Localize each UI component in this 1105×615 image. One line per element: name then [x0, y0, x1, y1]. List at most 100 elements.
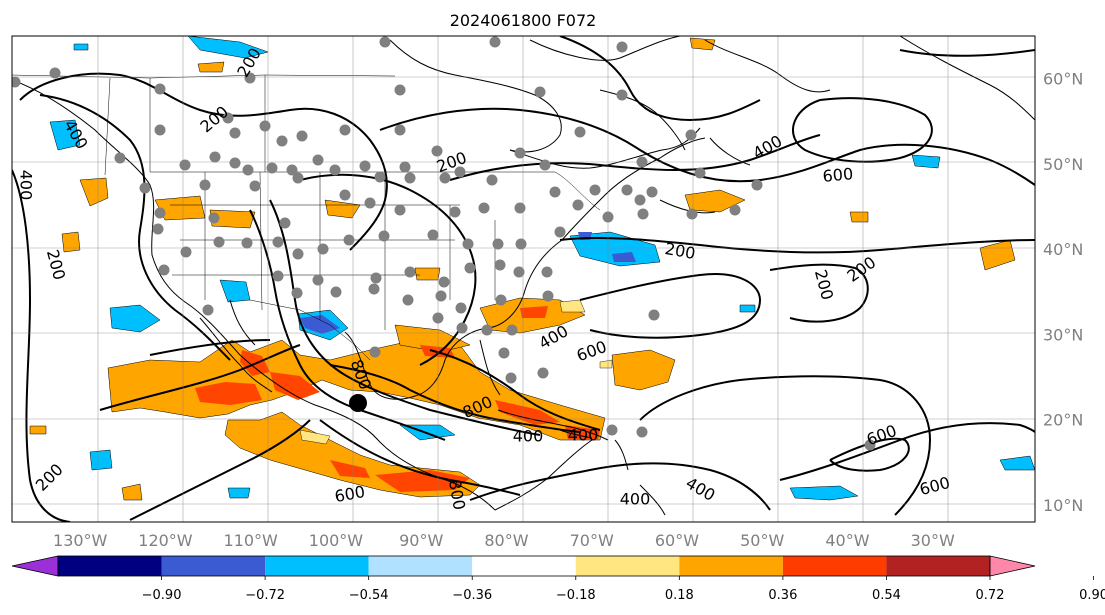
lat-label: 50°N: [1043, 155, 1083, 174]
station-dot: [455, 302, 467, 314]
station-dot: [489, 36, 501, 48]
station-dot: [494, 259, 506, 271]
station-dot: [589, 184, 601, 196]
cyan-shaded-areas: [49, 36, 1035, 501]
station-dot: [537, 367, 549, 379]
lon-label: 100°W: [309, 531, 364, 550]
station-dot: [427, 229, 439, 241]
station-dot: [492, 238, 504, 250]
station-dot: [249, 180, 261, 192]
station-dot: [621, 184, 633, 196]
station-dot: [616, 41, 628, 53]
colorbar-bin: [575, 556, 680, 576]
station-dot: [368, 283, 380, 295]
station-dot: [291, 287, 303, 299]
orange-shaded-areas: [29, 37, 1016, 501]
station-dot: [481, 324, 493, 336]
station-dot: [317, 243, 329, 255]
lat-label: 60°N: [1043, 70, 1083, 89]
station-dot: [729, 204, 741, 216]
station-dot: [449, 206, 461, 218]
lon-label: 90°W: [399, 531, 443, 550]
station-dot: [12, 76, 21, 88]
colorbar-bin: [265, 556, 369, 576]
station-dot: [241, 237, 253, 249]
station-markers: [12, 36, 876, 451]
colorbar-bin: [886, 556, 990, 576]
station-dot: [199, 179, 211, 191]
colorbar: −0.90 −0.72 −0.54 −0.36 −0.18 0.18 0.36 0.54 0.7…: [11, 555, 1105, 603]
station-dot: [435, 290, 447, 302]
station-dot: [506, 324, 518, 336]
colorbar-tick-label: −0.18: [556, 588, 596, 603]
station-dot: [152, 223, 164, 235]
station-dot: [648, 309, 660, 321]
lon-label: 60°W: [655, 531, 699, 550]
station-dot: [339, 189, 351, 201]
station-dot: [514, 147, 526, 159]
station-dot: [685, 129, 697, 141]
station-dot: [402, 294, 414, 306]
colorbar-bin: [679, 556, 783, 576]
station-dot: [49, 67, 61, 79]
station-dot: [312, 274, 324, 286]
station-dot: [222, 112, 234, 124]
colorbar-tick-label: 0.54: [872, 588, 901, 603]
latitude-axis-labels: 60°N 50°N 40°N 30°N 20°N 10°N: [1043, 70, 1083, 515]
colorbar-bin: [58, 556, 162, 576]
colorbar-bin: [368, 556, 473, 576]
map-title: 2024061800 F072: [450, 11, 597, 30]
contour-value-label: 400: [513, 427, 544, 446]
station-dot: [498, 347, 510, 359]
lon-label: 40°W: [825, 531, 869, 550]
station-dot: [462, 238, 474, 250]
station-dot: [394, 84, 406, 96]
contour-value-label: 400: [17, 170, 36, 201]
contour-value-label: 400: [620, 490, 651, 509]
station-dot: [202, 304, 214, 316]
colorbar-tick-label: 0.18: [665, 588, 694, 603]
station-dot: [154, 207, 166, 219]
station-dot: [266, 162, 278, 174]
station-dot: [276, 135, 288, 147]
station-dot: [636, 156, 648, 168]
station-dot: [374, 171, 386, 183]
station-dot: [431, 145, 443, 157]
station-dot: [534, 86, 546, 98]
station-dot: [394, 204, 406, 216]
station-dot: [158, 264, 170, 276]
colorbar-extend-high: [989, 555, 1036, 577]
station-dot: [542, 290, 554, 302]
station-dot: [456, 322, 468, 334]
colorbar-tick-label: −0.90: [142, 588, 182, 603]
yellow-shaded-areas: [299, 299, 613, 445]
station-dot: [549, 186, 561, 198]
station-dot: [154, 83, 166, 95]
station-dot: [686, 208, 698, 220]
station-dot: [541, 266, 553, 278]
colorbar-tick-label: −0.36: [452, 588, 492, 603]
station-dot: [636, 426, 648, 438]
lon-label: 50°W: [740, 531, 784, 550]
station-dot: [139, 182, 151, 194]
station-dot: [514, 202, 526, 214]
station-dot: [242, 164, 254, 176]
station-dot: [312, 154, 324, 166]
station-dot: [602, 211, 614, 223]
lat-label: 20°N: [1043, 411, 1083, 430]
station-dot: [404, 172, 416, 184]
station-dot: [369, 346, 381, 358]
station-dot: [864, 439, 876, 451]
station-dot: [229, 127, 241, 139]
station-dot: [209, 151, 221, 163]
station-dot: [179, 159, 191, 171]
station-dot: [244, 72, 256, 84]
station-dot: [343, 234, 355, 246]
station-dot: [637, 208, 649, 220]
colorbar-frame: [57, 555, 991, 577]
station-dot: [694, 167, 706, 179]
colorbar-tick-label: −0.72: [245, 588, 285, 603]
station-dot: [404, 266, 416, 278]
station-dot: [154, 124, 166, 136]
station-dot: [574, 126, 586, 138]
